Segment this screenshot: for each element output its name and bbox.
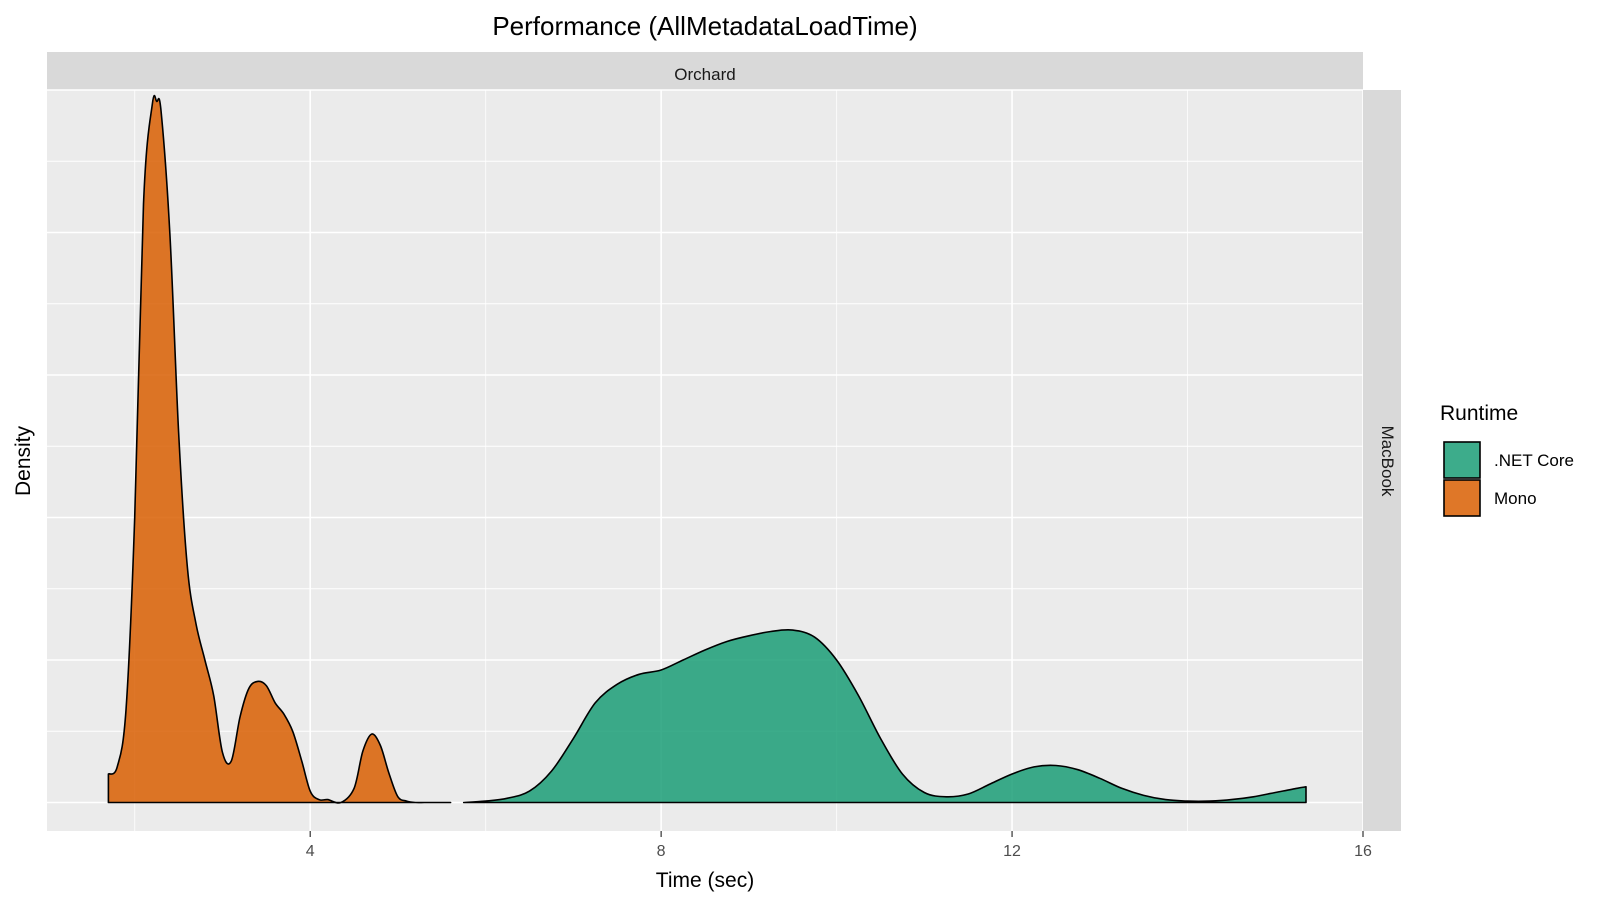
- facet-strip-right-background: [1363, 90, 1401, 831]
- legend-title: Runtime: [1440, 402, 1518, 425]
- legend-key-mono: [1443, 479, 1481, 517]
- density-area-net-core: [462, 628, 1307, 804]
- x-tick-label: 16: [1354, 843, 1372, 860]
- facet-strip-top-background: [47, 52, 1363, 90]
- density-area-mono: [107, 94, 452, 804]
- legend-key-net-core: [1443, 441, 1481, 479]
- x-tick-label: 4: [306, 843, 315, 860]
- plot-panel: [47, 89, 1364, 831]
- legend-items: .NET Core Mono: [1443, 441, 1574, 517]
- facet-strip-right: MacBook: [1363, 90, 1401, 831]
- legend: Runtime .NET Core Mono: [1440, 402, 1574, 517]
- x-axis-title: Time (sec): [656, 869, 754, 892]
- x-axis: 4 8 12 16: [306, 831, 1372, 860]
- facet-label-orchard: Orchard: [674, 65, 735, 84]
- legend-label-net-core: .NET Core: [1494, 451, 1574, 470]
- facet-label-macbook: MacBook: [1378, 426, 1397, 497]
- y-axis-title: Density: [12, 425, 35, 496]
- x-tick-label: 8: [657, 843, 666, 860]
- x-tick-label: 12: [1003, 843, 1021, 860]
- chart-title: Performance (AllMetadataLoadTime): [492, 11, 917, 41]
- density-series: [107, 94, 1307, 804]
- facet-strip-top: Orchard: [47, 52, 1363, 90]
- legend-label-mono: Mono: [1494, 489, 1537, 508]
